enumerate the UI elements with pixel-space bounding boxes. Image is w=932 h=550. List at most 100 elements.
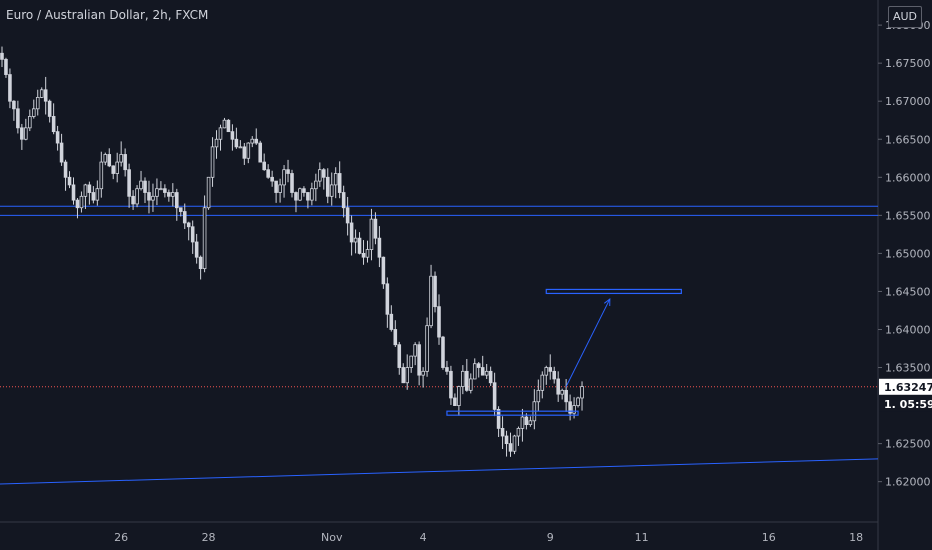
candle-body — [325, 176, 330, 197]
price-tick-label: 1.62000 — [885, 476, 931, 489]
candle-body — [186, 222, 191, 228]
target-zone-box — [545, 288, 682, 295]
candle-body — [159, 188, 163, 191]
candle-body — [222, 119, 227, 129]
time-tick-label: 9 — [547, 531, 554, 544]
candle-body — [39, 89, 44, 98]
candle-body — [349, 222, 354, 243]
candle-body — [540, 374, 545, 391]
candle-body — [480, 367, 485, 376]
candle-body — [548, 367, 553, 372]
time-tick-label: 16 — [762, 531, 776, 544]
candle-body — [580, 386, 584, 399]
candle-body — [576, 397, 580, 406]
candle-body — [190, 226, 195, 243]
candle-body — [429, 275, 433, 327]
candle-body — [453, 397, 457, 406]
candle-body — [298, 188, 302, 201]
candle-body — [206, 176, 211, 209]
candle-body — [194, 241, 199, 258]
currency-button[interactable]: AUD — [888, 6, 922, 28]
last-price-badge — [879, 378, 932, 395]
candle-body — [218, 127, 223, 140]
last-price-label: 1.63247 — [884, 381, 932, 394]
candle-body — [139, 180, 143, 190]
candle-body — [290, 173, 294, 193]
candle-body — [381, 256, 386, 285]
price-tick-label: 1.66000 — [885, 171, 931, 184]
candle-body — [270, 176, 274, 182]
candle-body — [421, 370, 425, 376]
candle-body — [373, 218, 378, 239]
candle-body — [75, 199, 80, 209]
candle-body — [488, 370, 493, 384]
candle-body — [59, 142, 64, 163]
candle-body — [24, 127, 28, 140]
candle-body — [524, 416, 529, 426]
candle-body — [544, 367, 549, 376]
candle-body — [441, 336, 445, 368]
price-tick-label: 1.66500 — [885, 133, 931, 146]
candle-body — [20, 127, 24, 140]
candle-body — [175, 192, 179, 209]
candle-body — [536, 389, 541, 403]
projection-arrow-head — [603, 298, 611, 307]
candle-body — [103, 154, 108, 163]
candle-body — [568, 401, 572, 414]
candle-body — [127, 169, 131, 197]
candle-body — [393, 329, 398, 346]
candle-body — [143, 180, 147, 193]
candle-body — [230, 131, 235, 140]
candle-body — [278, 184, 282, 193]
candle-body — [512, 435, 517, 452]
countdown-badge — [879, 395, 932, 412]
candle-body — [67, 176, 72, 186]
candle-body — [282, 169, 286, 186]
candle-body — [31, 108, 36, 117]
price-tick-label: 1.63500 — [885, 362, 931, 375]
candle-body — [306, 192, 310, 201]
candle-body — [397, 344, 402, 368]
candle-body — [234, 138, 239, 148]
candle-body — [496, 408, 501, 429]
candle-body — [560, 389, 564, 395]
candle-body — [457, 386, 461, 406]
candle-body — [286, 169, 290, 174]
candle-body — [178, 207, 183, 212]
price-tick-label: 1.64500 — [885, 285, 931, 298]
candle-body — [314, 180, 318, 190]
candle-body — [472, 363, 477, 380]
candle-body — [302, 188, 306, 193]
candle-body — [274, 180, 278, 193]
projection-arrow — [565, 298, 611, 387]
candle-body — [107, 154, 112, 167]
candle-body — [12, 100, 16, 110]
support-trendline — [0, 458, 879, 485]
candle-body — [171, 192, 175, 197]
candle-body — [155, 188, 159, 197]
countdown-label: 1. 05:59 — [884, 398, 932, 411]
candle-body — [28, 116, 32, 129]
candle-body — [341, 192, 346, 209]
candle-body — [83, 184, 88, 197]
candle-body — [369, 218, 374, 250]
candle-body — [433, 275, 437, 308]
price-tick-label: 1.67000 — [885, 95, 931, 108]
candle-body — [321, 169, 326, 178]
candle-body — [8, 74, 12, 102]
candle-body — [508, 443, 513, 452]
candle-body — [131, 195, 135, 205]
candle-body — [198, 256, 203, 270]
time-tick-label: 28 — [202, 531, 216, 544]
candle-body — [504, 435, 509, 445]
candle-body — [413, 344, 417, 357]
candle-body — [516, 428, 521, 437]
price-tick-label: 1.62500 — [885, 438, 931, 451]
candle-body — [238, 146, 243, 149]
candle-body — [318, 169, 322, 182]
time-tick-label: 11 — [635, 531, 649, 544]
candle-body — [87, 184, 92, 193]
candle-body — [333, 173, 338, 186]
candle-body — [79, 195, 84, 209]
